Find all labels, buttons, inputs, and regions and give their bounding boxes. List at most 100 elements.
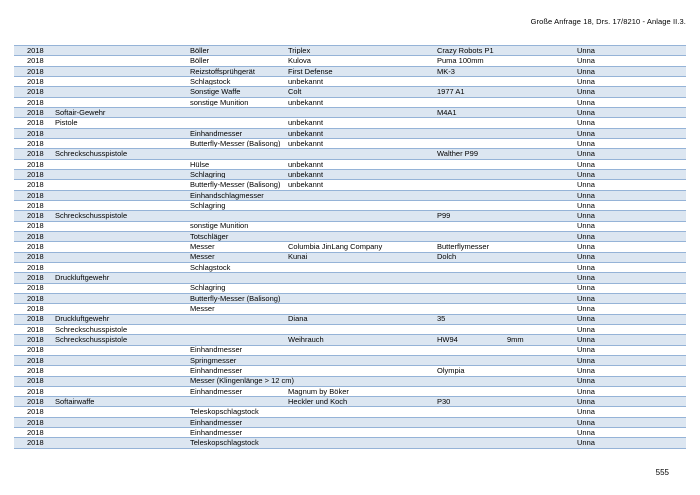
cell-type_b: Teleskopschlagstock — [190, 438, 259, 448]
table-row: 2018 Butterfly-Messer (Balisong) unbekannt… — [14, 137, 686, 148]
cell-type_b: Einhandmesser — [190, 345, 243, 355]
cell-type_b: Springmesser — [190, 355, 237, 365]
table-row: 2018 Schreckschusspistole Unna — [14, 323, 686, 334]
cell-city: Unna — [577, 180, 595, 190]
cell-year: 2018 — [27, 398, 44, 406]
cell-year: 2018 — [27, 407, 44, 417]
cell-model: M4A1 — [437, 107, 457, 117]
cell-type_b: Einhandmesser — [190, 366, 243, 376]
table-row: 2018 Schreckschusspistole Walther P99 Unna — [14, 148, 686, 159]
cell-city: Unna — [577, 97, 595, 107]
cell-manufacturer: unbekannt — [288, 128, 324, 138]
cell-model: 1977 A1 — [437, 87, 465, 97]
cell-city: Unna — [577, 211, 595, 221]
cell-year: 2018 — [27, 325, 44, 334]
cell-city: Unna — [577, 324, 595, 334]
cell-city: Unna — [577, 438, 595, 448]
cell-city: Unna — [577, 56, 595, 66]
cell-type_a: Schreckschusspistole — [55, 211, 128, 221]
cell-type_a: Softair-Gewehr — [55, 107, 106, 117]
cell-year: 2018 — [27, 190, 44, 200]
table-row: 2018 Schlagring unbekannt Unna — [14, 168, 686, 180]
cell-year: 2018 — [27, 159, 44, 169]
cell-city: Unna — [577, 45, 595, 55]
cell-model: Olympia — [437, 366, 465, 376]
table-row: 2018 Pistole unbekannt Unna — [14, 117, 686, 127]
table-row: 2018 Einhandmesser Magnum by Böker Unna — [14, 385, 686, 396]
cell-type_a: Druckluftgewehr — [55, 273, 110, 283]
cell-city: Unna — [577, 159, 595, 169]
cell-manufacturer: unbekannt — [288, 159, 324, 169]
cell-model: Puma 100mm — [437, 56, 484, 66]
table-row: 2018 Druckluftgewehr Unna — [14, 272, 686, 283]
cell-manufacturer: Kulova — [288, 57, 311, 65]
cell-type_b: Messer — [190, 253, 215, 261]
cell-city: Unna — [577, 200, 595, 210]
cell-type_b: Einhandmesser — [190, 387, 243, 396]
cell-city: Unna — [577, 335, 595, 345]
cell-city: Unna — [577, 87, 595, 97]
table-row: 2018 Schlagstock unbekannt Unna — [14, 75, 686, 86]
cell-city: Unna — [577, 314, 595, 324]
page-number: 555 — [655, 468, 669, 477]
cell-manufacturer: Kunai — [288, 253, 308, 261]
cell-year: 2018 — [27, 119, 44, 127]
cell-type_a: Schreckschusspistole — [55, 335, 128, 345]
table-row: 2018 Druckluftgewehr Diana 35 Unna — [14, 313, 686, 324]
cell-year: 2018 — [27, 87, 44, 97]
cell-year: 2018 — [27, 231, 44, 241]
cell-year: 2018 — [27, 200, 44, 210]
cell-year: 2018 — [27, 242, 44, 252]
cell-city: Unna — [577, 190, 595, 200]
cell-year: 2018 — [27, 108, 44, 117]
cell-model: Walther P99 — [437, 149, 478, 159]
cell-year: 2018 — [27, 376, 44, 386]
cell-type_b: Totschläger — [190, 231, 229, 241]
cell-type_b: sonstige Munition — [190, 98, 249, 107]
cell-city: Unna — [577, 262, 595, 272]
table-row: 2018 sonstige Munition Unna — [14, 220, 686, 231]
cell-year: 2018 — [27, 283, 44, 293]
cell-year: 2018 — [27, 212, 44, 220]
cell-type_b: Einhandschlagmesser — [190, 190, 264, 200]
cell-type_b: Schlagring — [190, 200, 226, 210]
cell-city: Unna — [577, 66, 595, 76]
cell-manufacturer: unbekannt — [288, 180, 324, 190]
table-row: 2018 Teleskopschlagstock Unna — [14, 406, 686, 416]
table-row: 2018 Schreckschusspistole Weihrauch HW94 9mm… — [14, 334, 686, 345]
cell-model: P30 — [437, 397, 451, 407]
cell-model: MK-3 — [437, 66, 455, 76]
cell-manufacturer: Colt — [288, 88, 302, 96]
cell-year: 2018 — [27, 45, 44, 55]
cell-type_b: Einhandmesser — [190, 417, 243, 427]
cell-city: Unna — [577, 407, 595, 417]
cell-model: Butterflymesser — [437, 242, 490, 252]
cell-manufacturer: unbekannt — [288, 97, 324, 107]
cell-type_a: Schreckschusspistole — [55, 324, 128, 334]
table-row: 2018 Schlagring Unna — [14, 199, 686, 210]
cell-year: 2018 — [27, 128, 44, 138]
cell-caliber: 9mm — [507, 336, 524, 344]
cell-type_b: sonstige Munition — [190, 221, 249, 231]
cell-city: Unna — [577, 345, 595, 355]
cell-city: Unna — [577, 293, 595, 303]
cell-year: 2018 — [27, 336, 44, 344]
cell-type_a: Schreckschusspistole — [55, 149, 128, 159]
table-row: 2018 Totschläger Unna — [14, 230, 686, 242]
cell-manufacturer: Magnum by Böker — [288, 386, 349, 396]
cell-city: Unna — [577, 397, 595, 407]
table-row: 2018 Butterfly-Messer (Balisong) Unna — [14, 292, 686, 304]
cell-year: 2018 — [27, 169, 44, 179]
cell-type_b: Butterfly-Messer (Balisong) — [190, 139, 281, 148]
table-row: 2018 Teleskopschlagstock Unna — [14, 437, 686, 448]
cell-city: Unna — [577, 283, 595, 293]
cell-manufacturer: Columbia JinLang Company — [288, 243, 383, 251]
cell-year: 2018 — [27, 438, 44, 448]
cell-type_b: Böller — [190, 46, 210, 55]
cell-year: 2018 — [27, 262, 44, 272]
cell-type_b: Sonstige Waffe — [190, 88, 241, 96]
cell-year: 2018 — [27, 76, 44, 86]
table-row: 2018 Messer Kunai Dolch Unna — [14, 251, 686, 262]
cell-type_b: Einhandmesser — [190, 428, 243, 438]
cell-year: 2018 — [27, 56, 44, 66]
